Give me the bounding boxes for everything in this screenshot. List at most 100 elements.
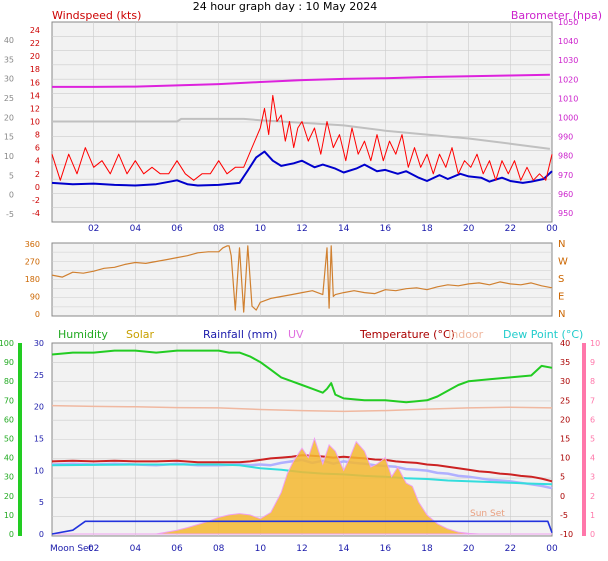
sunset-label: Sun Set [470, 509, 505, 519]
time-tick-label: 08 [213, 544, 225, 554]
tick-label: 20 [4, 492, 14, 501]
tick-label: 360 [25, 240, 40, 249]
tick-label: 5 [39, 498, 44, 507]
tick-label: 30 [560, 377, 570, 386]
time-tick-label: 06 [171, 224, 183, 234]
series-indoor [51, 404, 553, 413]
tick-label: 20 [30, 52, 40, 61]
tick-label: -5 [6, 210, 14, 219]
tick-label: 10 [30, 118, 40, 127]
tick-label: 20 [34, 403, 44, 412]
tick-label: 0 [35, 183, 40, 192]
tick-label: 5 [9, 171, 14, 180]
tick-label: 90 [30, 293, 40, 302]
time-tick-label: 12 [296, 224, 307, 234]
tick-label: 25 [560, 396, 570, 405]
series-temperature-c- [51, 454, 553, 483]
time-tick-label: 18 [421, 544, 433, 554]
tick-label: 7 [590, 396, 595, 405]
time-tick-label: 02 [88, 224, 99, 234]
wind-barometer-panel: Windspeed (kts) Barometer (hpa) 24222018… [4, 9, 602, 234]
tick-label: 1040 [558, 37, 578, 46]
tick-label: 5 [560, 473, 565, 482]
time-tick-label: 14 [338, 544, 350, 554]
tick-label: 2 [590, 492, 595, 501]
tick-label: 40 [560, 339, 570, 348]
tick-label: 270 [25, 258, 40, 267]
tick-label: 0 [35, 310, 40, 319]
time-tick-label: 22 [505, 544, 516, 554]
tick-label: 0 [9, 530, 14, 539]
time-tick-label: 20 [463, 544, 475, 554]
tick-label: W [558, 257, 568, 268]
time-tick-label: 04 [130, 224, 142, 234]
tick-label: 10 [4, 511, 14, 520]
weather-panel: Humidity Solar Rainfall (mm) UV Temperat… [0, 328, 600, 554]
time-tick-label: 12 [296, 544, 307, 554]
direction-degree-ticks: 360 270 180 90 0 [25, 240, 40, 319]
tick-label: 40 [4, 454, 14, 463]
series-gust-max [52, 117, 551, 150]
tick-label: 50 [4, 435, 14, 444]
series-direction [51, 245, 553, 313]
tick-label: 30 [4, 473, 14, 482]
uv-axis-bar [582, 343, 586, 536]
tick-label: 9 [590, 358, 595, 367]
tick-label: 20 [560, 415, 570, 424]
tick-label: 35 [560, 358, 570, 367]
direction-panel-grid [52, 243, 552, 316]
moon-set-label: Moon Set [50, 544, 93, 554]
tick-label: 6 [35, 144, 40, 153]
time-tick-label: 00 [546, 224, 558, 234]
tick-label: 980 [558, 152, 573, 161]
tick-label: 3 [590, 473, 595, 482]
tick-label: 1020 [558, 75, 578, 84]
tick-label: -10 [560, 530, 573, 539]
weather-legend: Humidity Solar Rainfall (mm) UV Temperat… [58, 328, 583, 341]
legend-humidity: Humidity [58, 328, 108, 341]
direction-series [51, 245, 553, 313]
tick-label: 950 [558, 209, 573, 218]
tick-label: 35 [4, 55, 14, 64]
tick-label: 90 [4, 358, 14, 367]
tick-label: 80 [4, 377, 14, 386]
tick-label: 60 [4, 415, 14, 424]
time-tick-label: 06 [171, 544, 183, 554]
legend-indoor: Indoor [448, 328, 484, 341]
tick-label: -4 [32, 209, 40, 218]
series-humidity [51, 349, 553, 404]
tick-label: 4 [590, 454, 595, 463]
tick-label: 16 [30, 78, 40, 87]
wind-time-ticks: 02 04 06 08 10 12 14 16 18 20 22 00 [88, 224, 558, 234]
time-tick-label: 16 [380, 544, 392, 554]
tick-label: 70 [4, 396, 14, 405]
legend-temperature: Temperature (°C) [359, 328, 455, 341]
time-tick-label: 02 [88, 544, 99, 554]
tick-label: 20 [4, 113, 14, 122]
weather-series [51, 349, 553, 535]
time-tick-label: 14 [338, 224, 350, 234]
solar-rain-ticks: 30 25 20 15 10 5 0 [34, 339, 44, 539]
time-tick-label: 00 [546, 544, 558, 554]
tick-label: -5 [560, 511, 568, 520]
tick-label: 12 [30, 104, 40, 113]
series-barometer-hpa- [52, 73, 550, 88]
temperature-ticks: 40 35 30 25 20 15 10 5 0 -5 -10 [560, 339, 573, 539]
tick-label: 1050 [558, 18, 578, 27]
time-tick-label: 18 [421, 224, 433, 234]
tick-label: 990 [558, 133, 573, 142]
tick-label: 0 [39, 530, 44, 539]
tick-label: 1 [590, 511, 595, 520]
tick-label: 180 [25, 275, 40, 284]
series-wind-gust [51, 94, 553, 181]
time-tick-label: 10 [255, 544, 267, 554]
time-tick-label: 04 [130, 544, 142, 554]
legend-rainfall: Rainfall (mm) [203, 328, 277, 341]
tick-label: S [558, 274, 564, 285]
tick-label: 25 [34, 371, 44, 380]
tick-label: 30 [4, 75, 14, 84]
